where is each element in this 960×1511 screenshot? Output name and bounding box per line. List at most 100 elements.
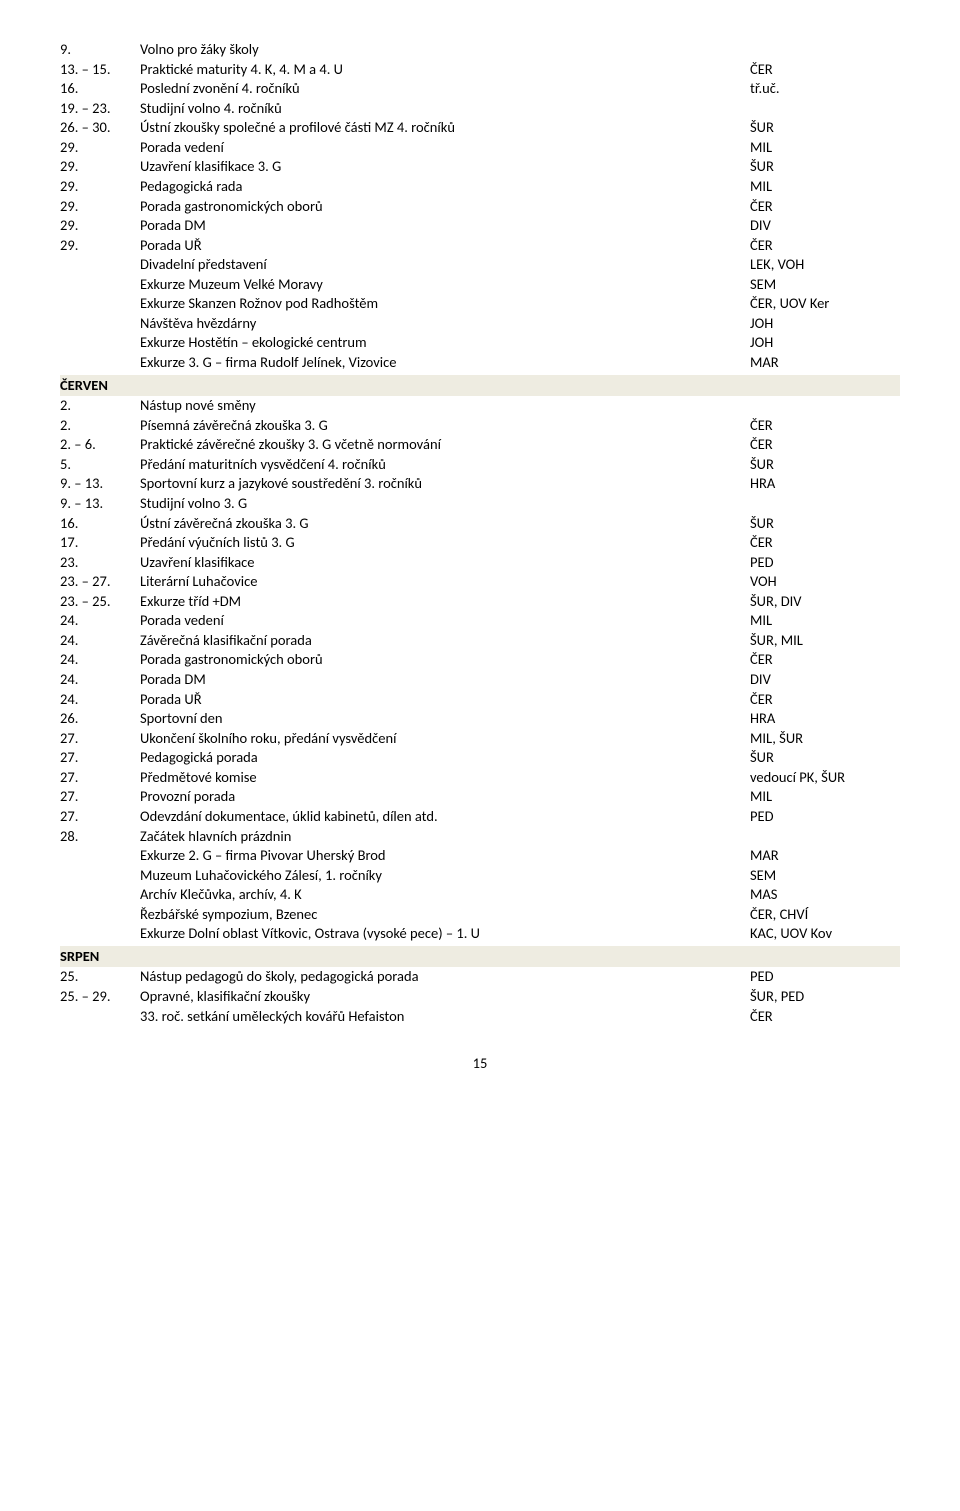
- row-text: 33. roč. setkání uměleckých kovářů Hefai…: [140, 1007, 750, 1027]
- row-text: Divadelní představení: [140, 255, 750, 275]
- row-text: Exkurze Muzeum Velké Moravy: [140, 275, 750, 295]
- row-number: [60, 924, 140, 944]
- schedule-row: 9. – 13.Studijní volno 3. G: [60, 494, 900, 514]
- schedule-row: Řezbářské sympozium, BzenecČER, CHVÍ: [60, 905, 900, 925]
- row-text: Ukončení školního roku, předání vysvědče…: [140, 729, 750, 749]
- row-text: Exkurze Dolní oblast Vítkovic, Ostrava (…: [140, 924, 750, 944]
- row-code: ČER, UOV Ker: [750, 294, 900, 314]
- schedule-row: 29.Porada DMDIV: [60, 216, 900, 236]
- row-code: ČER: [750, 690, 900, 710]
- row-code: ČER: [750, 197, 900, 217]
- schedule-row: 25.Nástup pedagogů do školy, pedagogická…: [60, 967, 900, 987]
- row-text: Exkurze 2. G – firma Pivovar Uherský Bro…: [140, 846, 750, 866]
- row-code: ŠUR: [750, 514, 900, 534]
- row-text: Poslední zvonění 4. ročníků: [140, 79, 750, 99]
- row-code: DIV: [750, 670, 900, 690]
- row-text: Ústní zkoušky společné a profilové části…: [140, 118, 750, 138]
- row-text: Exkurze 3. G – firma Rudolf Jelínek, Viz…: [140, 353, 750, 373]
- row-code: ČER: [750, 236, 900, 256]
- row-number: 29.: [60, 157, 140, 177]
- row-code: HRA: [750, 709, 900, 729]
- row-number: [60, 314, 140, 334]
- row-number: 25. – 29.: [60, 987, 140, 1007]
- row-code: ČER: [750, 435, 900, 455]
- row-code: [750, 494, 900, 514]
- row-number: [60, 846, 140, 866]
- row-number: 16.: [60, 79, 140, 99]
- row-text: Ústní závěrečná zkouška 3. G: [140, 514, 750, 534]
- row-text: Uzavření klasifikace 3. G: [140, 157, 750, 177]
- row-code: [750, 396, 900, 416]
- schedule-row: 28.Začátek hlavních prázdnin: [60, 827, 900, 847]
- row-code: ŠUR, MIL: [750, 631, 900, 651]
- row-text: Muzeum Luhačovického Zálesí, 1. ročníky: [140, 866, 750, 886]
- row-code: ŠUR: [750, 157, 900, 177]
- row-number: [60, 255, 140, 275]
- row-code: PED: [750, 967, 900, 987]
- row-code: PED: [750, 807, 900, 827]
- schedule-row: 29.Porada UŘČER: [60, 236, 900, 256]
- row-text: Exkurze Hostětín – ekologické centrum: [140, 333, 750, 353]
- row-number: 29.: [60, 138, 140, 158]
- row-number: 25.: [60, 967, 140, 987]
- schedule-row: 2.Písemná závěrečná zkouška 3. GČER: [60, 416, 900, 436]
- row-code: PED: [750, 553, 900, 573]
- row-number: 2. – 6.: [60, 435, 140, 455]
- row-text: Exkurze Skanzen Rožnov pod Radhoštěm: [140, 294, 750, 314]
- row-text: Sportovní den: [140, 709, 750, 729]
- schedule-row: Exkurze Hostětín – ekologické centrumJOH: [60, 333, 900, 353]
- schedule-row: 29.Porada gastronomických oborůČER: [60, 197, 900, 217]
- schedule-row: 24.Porada gastronomických oborůČER: [60, 650, 900, 670]
- row-code: MIL: [750, 787, 900, 807]
- row-text: Porada DM: [140, 216, 750, 236]
- row-code: [750, 40, 900, 60]
- row-number: 5.: [60, 455, 140, 475]
- row-number: 27.: [60, 807, 140, 827]
- row-code: tř.uč.: [750, 79, 900, 99]
- row-text: Porada vedení: [140, 138, 750, 158]
- row-code: LEK, VOH: [750, 255, 900, 275]
- schedule-row: Divadelní představeníLEK, VOH: [60, 255, 900, 275]
- schedule-row: 27.Ukončení školního roku, předání vysvě…: [60, 729, 900, 749]
- row-number: 29.: [60, 236, 140, 256]
- row-number: 24.: [60, 631, 140, 651]
- schedule-row: 24.Porada UŘČER: [60, 690, 900, 710]
- row-code: ČER: [750, 416, 900, 436]
- row-number: 28.: [60, 827, 140, 847]
- row-text: Studijní volno 3. G: [140, 494, 750, 514]
- row-code: JOH: [750, 333, 900, 353]
- schedule-row: 19. – 23.Studijní volno 4. ročníků: [60, 99, 900, 119]
- row-number: 9.: [60, 40, 140, 60]
- row-code: ŠUR, DIV: [750, 592, 900, 612]
- schedule-row: 24.Porada DMDIV: [60, 670, 900, 690]
- row-number: 17.: [60, 533, 140, 553]
- row-code: vedoucí PK, ŠUR: [750, 768, 900, 788]
- schedule-row: Exkurze Skanzen Rožnov pod RadhoštěmČER,…: [60, 294, 900, 314]
- row-number: 27.: [60, 748, 140, 768]
- schedule-row: Exkurze 2. G – firma Pivovar Uherský Bro…: [60, 846, 900, 866]
- section-label: ČERVEN: [60, 376, 140, 396]
- row-code: DIV: [750, 216, 900, 236]
- row-code: ČER: [750, 60, 900, 80]
- row-text: Řezbářské sympozium, Bzenec: [140, 905, 750, 925]
- row-code: ČER: [750, 650, 900, 670]
- row-text: Nástup nové směny: [140, 396, 750, 416]
- row-number: 29.: [60, 197, 140, 217]
- row-code: MAR: [750, 353, 900, 373]
- schedule-row: Exkurze 3. G – firma Rudolf Jelínek, Viz…: [60, 353, 900, 373]
- row-number: 24.: [60, 690, 140, 710]
- row-code: MAR: [750, 846, 900, 866]
- row-number: 27.: [60, 729, 140, 749]
- row-number: 24.: [60, 611, 140, 631]
- row-code: ČER: [750, 1007, 900, 1027]
- schedule-row: 5.Předání maturitních vysvědčení 4. ročn…: [60, 455, 900, 475]
- row-text: Sportovní kurz a jazykové soustředění 3.…: [140, 474, 750, 494]
- schedule-row: 26. – 30.Ústní zkoušky společné a profil…: [60, 118, 900, 138]
- row-code: MAS: [750, 885, 900, 905]
- row-text: Studijní volno 4. ročníků: [140, 99, 750, 119]
- section-header-srpen: SRPEN: [60, 946, 900, 968]
- row-number: 23. – 25.: [60, 592, 140, 612]
- page-number: 15: [60, 1054, 900, 1072]
- schedule-block: 9.Volno pro žáky školy13. – 15.Praktické…: [60, 40, 900, 373]
- schedule-row: 27.Předmětové komisevedoucí PK, ŠUR: [60, 768, 900, 788]
